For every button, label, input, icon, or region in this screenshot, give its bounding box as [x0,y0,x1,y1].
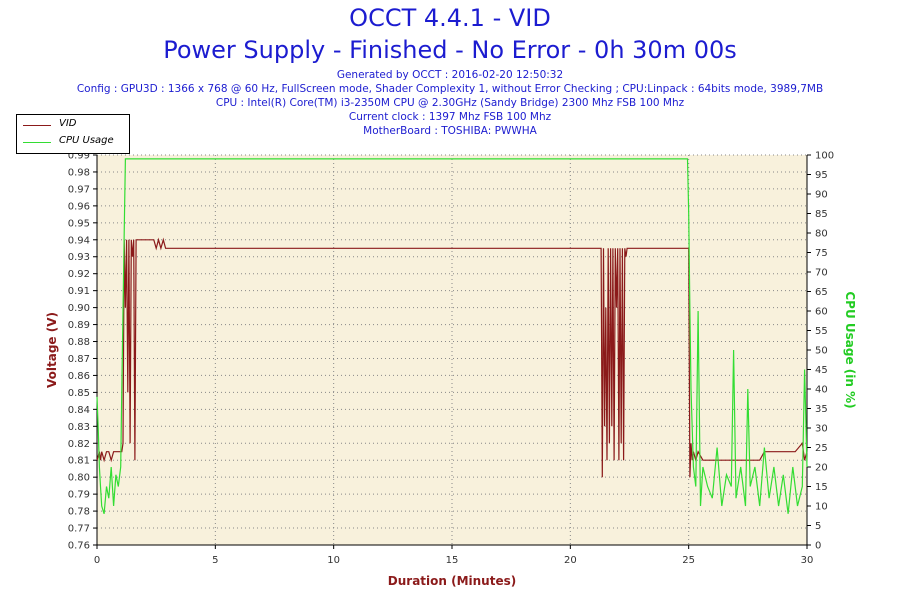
y-right-tick-label: 60 [815,307,828,318]
y-left-tick-label: 0.84 [68,405,90,416]
y-left-tick-label: 0.78 [68,507,90,518]
y-right-tick-label: 45 [815,365,828,376]
y-right-tick-label: 15 [815,482,828,493]
legend-item-vid: VID [23,118,123,134]
legend-swatch-vid [23,125,51,126]
x-tick-label: 20 [564,555,577,566]
y-right-tick-label: 100 [815,151,834,162]
y-left-tick-label: 0.99 [68,151,90,162]
y-left-tick-label: 0.76 [68,541,90,552]
y-left-tick-label: 0.81 [68,456,90,467]
y-left-tick-label: 0.85 [68,388,90,399]
y-left-tick-label: 0.89 [68,320,90,331]
y-left-tick-label: 0.77 [68,524,90,535]
x-tick-label: 0 [94,555,100,566]
y-right-tick-label: 20 [815,463,828,474]
chart-subtitle: Power Supply - Finished - No Error - 0h … [163,36,737,64]
y-left-tick-label: 0.91 [68,286,90,297]
y-right-tick-label: 55 [815,326,828,337]
y-right-tick-label: 95 [815,170,828,181]
y-right-tick-label: 80 [815,229,828,240]
series-line-cpu-usage [96,158,808,514]
y-left-tick-label: 0.82 [68,439,90,450]
x-tick-label: 10 [327,555,340,566]
y-left-tick-label: 0.94 [68,235,90,246]
legend-item-cpu-usage: CPU Usage [23,135,123,151]
y-left-tick-label: 0.92 [68,269,90,280]
x-tick-label: 30 [801,555,814,566]
y-right-tick-label: 75 [815,248,828,259]
y-right-tick-label: 10 [815,502,828,513]
legend: VID CPU Usage [16,114,130,154]
x-tick-label: 5 [212,555,218,566]
y-left-tick-label: 0.96 [68,201,90,212]
y-left-tick-label: 0.98 [68,167,90,178]
y-left-tick-label: 0.95 [68,218,90,229]
chart-title: OCCT 4.4.1 - VID [349,4,551,32]
y-right-tick-label: 90 [815,190,828,201]
y-right-tick-label: 5 [815,521,821,532]
info-motherboard: MotherBoard : TOSHIBA: PWWHA [363,125,537,137]
y-left-tick-label: 0.90 [68,303,90,314]
y-axis-right-label: CPU Usage (in %) [843,291,857,408]
y-left-tick-label: 0.83 [68,422,90,433]
legend-label-vid: VID [59,118,77,129]
y-right-tick-label: 65 [815,287,828,298]
info-clock: Current clock : 1397 Mhz FSB 100 Mhz [348,111,552,123]
y-left-tick-label: 0.87 [68,354,90,365]
y-right-tick-label: 0 [815,541,821,552]
x-axis-label: Duration (Minutes) [388,574,516,588]
y-left-tick-label: 0.97 [68,184,90,195]
info-config: Config : GPU3D : 1366 x 768 @ 60 Hz, Ful… [76,83,824,95]
y-left-tick-label: 0.93 [68,252,90,263]
y-left-tick-label: 0.88 [68,337,90,348]
y-left-tick-label: 0.79 [68,490,90,501]
y-right-tick-label: 25 [815,443,828,454]
y-right-tick-label: 70 [815,268,828,279]
info-cpu: CPU : Intel(R) Core(TM) i3-2350M CPU @ 2… [215,97,685,109]
y-right-tick-label: 30 [815,424,828,435]
x-tick-label: 25 [682,555,695,566]
x-tick-label: 15 [446,555,459,566]
y-right-tick-label: 40 [815,385,828,396]
y-left-tick-label: 0.86 [68,371,90,382]
y-right-tick-label: 50 [815,346,828,357]
legend-swatch-cpu-usage [23,142,51,143]
legend-label-cpu-usage: CPU Usage [59,135,114,146]
y-right-tick-label: 85 [815,209,828,220]
info-generated: Generated by OCCT : 2016-02-20 12:50:32 [336,69,564,81]
y-left-tick-label: 0.80 [68,473,90,484]
y-axis-left-label: Voltage (V) [45,312,59,388]
y-right-tick-label: 35 [815,404,828,415]
